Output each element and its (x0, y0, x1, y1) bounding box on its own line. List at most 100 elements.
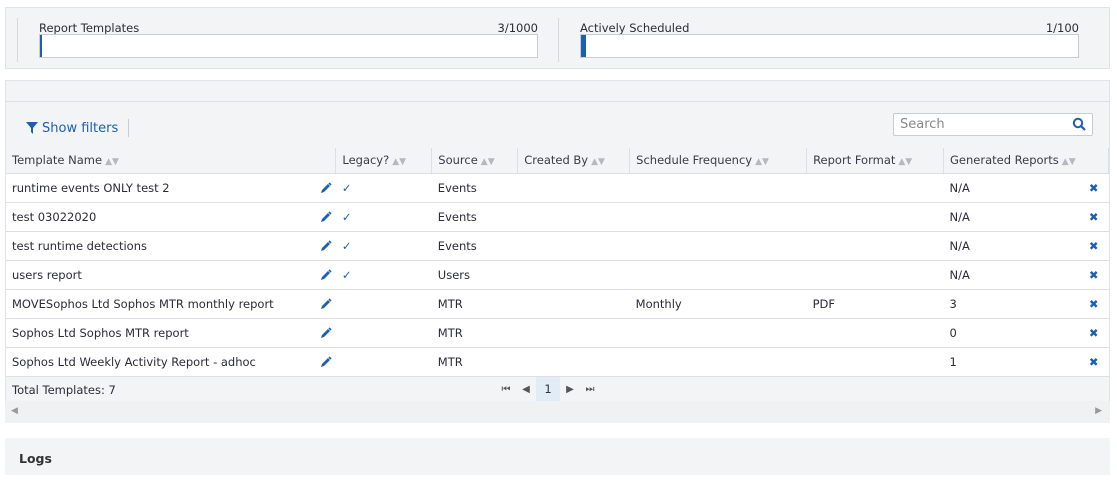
table-row[interactable]: test runtime detections ✓ Events N/A ✖ (6, 231, 1109, 261)
column-header[interactable]: Template Name ▲▼ (6, 148, 337, 174)
cell-format (806, 318, 944, 348)
check-icon: ✓ (341, 267, 352, 282)
sort-icon[interactable]: ▲▼ (898, 157, 913, 168)
cell-generated: 0 ✖ (943, 318, 1109, 348)
cell-format (806, 231, 944, 261)
actively-scheduled-meter: Actively Scheduled 1/100 (558, 18, 1079, 62)
header-strip (5, 80, 1110, 101)
cell-text: users report (12, 267, 82, 282)
cell-text: N/A (949, 267, 970, 282)
templates-panel: Show filters Template Name▲▼Legacy?▲▼Sou… (5, 101, 1110, 402)
sort-icon[interactable]: ▲▼ (392, 157, 407, 168)
sort-icon[interactable]: ▲▼ (591, 157, 605, 168)
table-row[interactable]: users report ✓ Users N/A ✖ (6, 260, 1109, 290)
table-row[interactable]: Sophos Ltd Sophos MTR report MTR 0 ✖ (6, 318, 1109, 348)
table-row[interactable]: runtime events ONLY test 2 ✓ Events N/A ✖ (6, 173, 1109, 203)
sort-icon[interactable]: ▲▼ (755, 157, 769, 168)
edit-icon[interactable] (320, 239, 332, 252)
delete-icon[interactable]: ✖ (1088, 267, 1099, 282)
scroll-right-icon[interactable]: ▶ (1095, 406, 1102, 416)
cell-format (806, 202, 944, 232)
table-row[interactable]: test 03022020 ✓ Events N/A ✖ (6, 202, 1109, 232)
last-page-icon[interactable]: ⏭ (585, 384, 595, 395)
filter-icon (26, 122, 38, 134)
cell-legacy: ✓ (335, 202, 432, 232)
column-header[interactable]: Generated Reports ▲▼ (943, 148, 1109, 174)
cell-source: Events (431, 231, 518, 261)
cell-frequency (629, 260, 807, 290)
cell-frequency (629, 347, 807, 377)
cell-created-by (517, 173, 630, 203)
edit-icon[interactable] (320, 210, 332, 223)
progress-bar (580, 34, 1079, 58)
delete-icon[interactable]: ✖ (1088, 296, 1099, 311)
edit-icon[interactable] (320, 355, 332, 368)
table-row[interactable]: MOVESophos Ltd Sophos MTR monthly report… (6, 289, 1109, 319)
show-filters-button[interactable]: Show filters (26, 119, 130, 137)
prev-page-icon[interactable]: ◀ (522, 384, 530, 395)
column-header[interactable]: Report Format ▲▼ (806, 148, 944, 174)
edit-icon[interactable] (320, 181, 332, 194)
sort-icon[interactable]: ▲▼ (105, 157, 119, 168)
report-templates-meter: Report Templates 3/1000 (17, 18, 538, 62)
cell-text: MOVESophos Ltd Sophos MTR monthly report (12, 296, 274, 311)
cell-text: test runtime detections (12, 238, 147, 253)
delete-icon[interactable]: ✖ (1088, 209, 1099, 224)
edit-icon[interactable] (320, 268, 332, 281)
cell-created-by (517, 202, 630, 232)
delete-icon[interactable]: ✖ (1088, 354, 1099, 369)
cell-name: Sophos Ltd Sophos MTR report (6, 318, 336, 348)
search-input[interactable] (900, 117, 1060, 132)
cell-created-by (517, 347, 630, 377)
cell-text: Sophos Ltd Weekly Activity Report - adho… (12, 354, 256, 369)
sort-icon[interactable]: ▲▼ (1061, 157, 1076, 168)
column-label: Legacy? (342, 153, 390, 168)
delete-icon[interactable]: ✖ (1088, 180, 1099, 195)
column-label: Schedule Frequency (636, 153, 753, 168)
cell-frequency (629, 173, 807, 203)
cell-source: Events (431, 173, 518, 203)
column-header[interactable]: Legacy? ▲▼ (335, 148, 433, 174)
cell-text: MTR (437, 325, 463, 340)
scroll-left-icon[interactable]: ◀ (11, 406, 18, 416)
cell-generated: N/A ✖ (943, 173, 1109, 203)
column-header[interactable]: Created By ▲▼ (517, 148, 631, 174)
sort-icon[interactable]: ▲▼ (480, 157, 495, 168)
cell-frequency (629, 231, 807, 261)
cell-legacy: ✓ (335, 173, 432, 203)
cell-generated: N/A ✖ (943, 231, 1109, 261)
cell-name: Sophos Ltd Weekly Activity Report - adho… (6, 347, 336, 377)
search-box[interactable] (893, 113, 1093, 136)
page-number[interactable]: 1 (536, 377, 560, 402)
edit-icon[interactable] (320, 326, 332, 339)
cell-legacy (335, 289, 432, 319)
column-header[interactable]: Schedule Frequency ▲▼ (629, 148, 808, 174)
table-row[interactable]: Sophos Ltd Weekly Activity Report - adho… (6, 347, 1109, 377)
cell-text: Events (437, 209, 477, 224)
search-icon[interactable] (1072, 117, 1086, 131)
templates-table: Template Name ▲▼ Legacy? ▲▼ Source ▲▼ Created … (6, 148, 1109, 377)
delete-icon[interactable]: ✖ (1088, 325, 1099, 340)
cell-text: Users (437, 267, 471, 282)
cell-name: MOVESophos Ltd Sophos MTR monthly report (6, 289, 336, 319)
cell-text: MTR (437, 296, 463, 311)
next-page-icon[interactable]: ▶ (566, 384, 574, 395)
total-templates: Total Templates: 7 (12, 383, 116, 397)
cell-name: runtime events ONLY test 2 (6, 173, 336, 203)
show-filters-label: Show filters (42, 120, 119, 136)
cell-format (806, 173, 944, 203)
logs-panel: Logs (5, 438, 1110, 475)
cell-source: Users (431, 260, 518, 290)
cell-text: PDF (812, 296, 835, 311)
first-page-icon[interactable]: ⏮ (501, 384, 511, 395)
cell-name: test runtime detections (6, 231, 336, 261)
cell-created-by (517, 289, 630, 319)
horizontal-scrollbar[interactable]: ◀ ▶ (5, 401, 1110, 423)
edit-icon[interactable] (320, 297, 332, 310)
progress-bar (39, 34, 538, 58)
cell-generated: 3 ✖ (943, 289, 1109, 319)
column-header[interactable]: Source ▲▼ (431, 148, 519, 174)
cell-text: N/A (949, 238, 970, 253)
cell-text: Events (437, 238, 477, 253)
delete-icon[interactable]: ✖ (1088, 238, 1099, 253)
